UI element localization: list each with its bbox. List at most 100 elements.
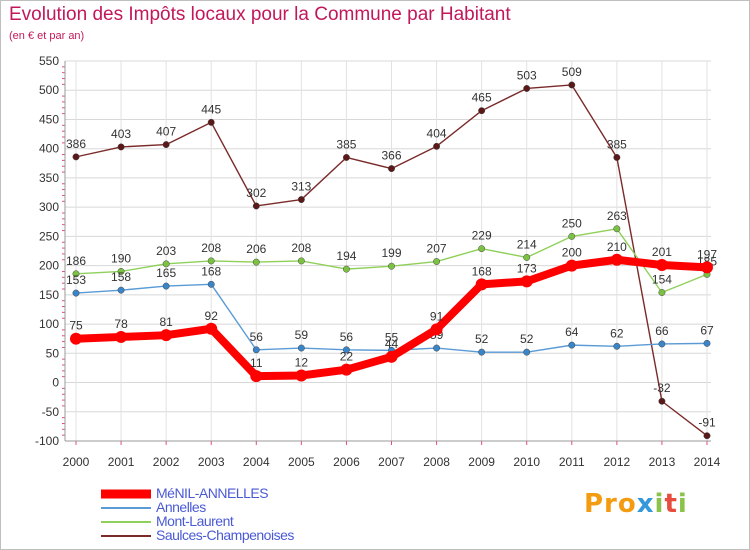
data-label: 200 (562, 246, 582, 260)
x-tick-label: 2007 (378, 455, 405, 469)
x-tick-label: 2005 (288, 455, 315, 469)
data-point (610, 253, 623, 266)
data-point (613, 225, 621, 233)
data-label: 67 (700, 323, 714, 337)
legend-swatch-saulces-champenoises (101, 535, 151, 537)
data-label: 366 (381, 149, 401, 163)
data-point (433, 142, 441, 150)
data-point (342, 154, 350, 161)
y-tick-label: -50 (42, 405, 60, 419)
data-label: 62 (610, 326, 624, 340)
data-label: 52 (520, 332, 534, 346)
data-label: 22 (340, 350, 354, 364)
y-tick-label: 500 (39, 83, 59, 97)
x-tick-label: 2009 (468, 455, 495, 469)
data-label: 509 (562, 65, 582, 79)
data-point (115, 330, 128, 343)
data-point (117, 286, 125, 294)
data-point (162, 260, 170, 268)
x-tick-label: 2013 (649, 455, 676, 469)
data-point (207, 280, 215, 288)
x-tick-label: 2006 (333, 455, 360, 469)
data-point (117, 268, 125, 275)
data-label: 11 (250, 356, 263, 370)
data-label: 168 (201, 264, 221, 278)
data-label: 64 (565, 325, 579, 339)
data-point (162, 141, 170, 149)
legend-label: MéNIL-ANNELLES (156, 485, 269, 501)
y-tick-label: -100 (35, 434, 59, 448)
data-point (207, 257, 215, 265)
data-label: 12 (295, 356, 309, 370)
x-tick-label: 2004 (243, 455, 270, 469)
data-label: 44 (385, 337, 399, 351)
chart-subtitle: (en € et par an) (9, 30, 85, 42)
y-tick-label: 350 (39, 171, 59, 185)
data-label: 81 (159, 315, 173, 329)
data-label: 208 (201, 241, 221, 255)
x-tick-label: 2012 (604, 455, 631, 469)
data-label: 75 (69, 319, 83, 333)
data-label: 404 (427, 126, 447, 140)
data-label: 250 (562, 216, 582, 230)
data-label: 214 (517, 237, 537, 251)
data-point (613, 342, 621, 350)
data-point (205, 322, 218, 335)
legend-swatch-mont-laurent (101, 521, 151, 523)
data-label: 56 (340, 330, 354, 344)
data-point (385, 350, 398, 363)
data-point (568, 81, 576, 89)
data-point (703, 432, 711, 440)
data-point (433, 344, 441, 352)
data-point (117, 143, 125, 151)
data-label: 194 (336, 249, 356, 263)
data-point (72, 289, 80, 297)
legend-label: Saulces-Champenoises (156, 527, 294, 543)
data-label: 197 (697, 247, 717, 261)
data-point (701, 261, 713, 274)
data-point (295, 369, 308, 382)
data-point (297, 196, 305, 204)
data-label: -32 (653, 381, 671, 395)
data-point (478, 348, 486, 356)
data-label: 503 (517, 68, 537, 82)
data-point (252, 202, 260, 210)
data-point (520, 275, 533, 288)
data-point (160, 329, 173, 342)
data-label: 158 (111, 270, 131, 284)
data-label: 208 (291, 241, 311, 255)
data-point (478, 245, 486, 253)
data-label: 92 (205, 309, 219, 323)
y-tick-label: 550 (39, 54, 59, 68)
data-point (252, 346, 260, 354)
x-tick-label: 2011 (559, 455, 585, 469)
x-tick-label: 2000 (63, 455, 90, 469)
y-tick-label: 400 (39, 142, 59, 156)
data-point (568, 232, 576, 240)
data-label: 168 (472, 264, 492, 278)
x-tick-label: 2010 (513, 455, 540, 469)
x-tick-label: 2014 (694, 455, 721, 469)
data-point (297, 344, 305, 352)
data-label: 153 (66, 273, 86, 287)
data-label: 385 (607, 137, 627, 151)
data-label: 59 (295, 328, 309, 342)
data-label: 263 (607, 209, 627, 223)
data-point (162, 282, 170, 290)
data-label: 190 (111, 251, 131, 265)
proxiti-logo: Proxiti (584, 489, 688, 519)
data-label: 302 (246, 186, 266, 200)
data-point (658, 340, 666, 348)
data-point (703, 339, 711, 347)
data-point (342, 265, 350, 273)
data-point (655, 259, 668, 272)
data-point (297, 257, 305, 265)
x-tick-label: 2001 (108, 455, 135, 469)
data-point (388, 262, 395, 270)
data-point (613, 154, 621, 161)
data-point (72, 153, 80, 161)
data-label: 203 (156, 244, 176, 258)
y-tick-label: 450 (39, 112, 59, 126)
